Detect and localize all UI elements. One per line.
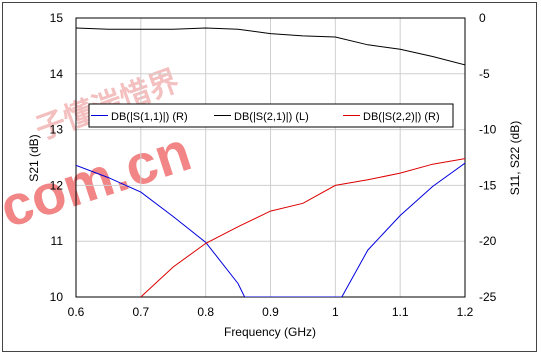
x-tick-label: 0.8 [197,305,214,319]
legend: DB(|S(1,1)|) (R) DB(|S(2,1)|) (L) DB(|S(2,… [88,103,454,128]
right-axis-title: S11, S22 (dB) [508,121,522,195]
x-tick-label: 0.7 [132,305,149,319]
right-tick-label: 0 [479,11,486,25]
legend-label-1: DB(|S(1,1)|) (R) [111,111,188,123]
right-tick-label: -5 [479,67,490,81]
left-tick-label: 10 [50,290,64,304]
right-tick-label: -10 [479,123,497,137]
left-axis-title: S21 (dB) [27,134,41,181]
x-tick-label: 1.1 [392,305,409,319]
left-tick-label: 14 [50,67,64,81]
x-tick-label: 0.6 [68,305,85,319]
legend-box [88,103,454,128]
x-tick-label: 0.9 [262,305,279,319]
right-tick-label: -25 [479,290,497,304]
legend-label-2: DB(|S(2,1)|) (L) [234,111,309,123]
series-line-3 [140,158,465,297]
chart-frame [2,2,537,352]
series-line-2 [76,27,465,66]
x-axis-title: Frequency (GHz) [224,325,316,339]
left-tick-label: 15 [50,11,64,25]
x-tick-label: 1 [332,305,339,319]
gridlines [76,18,465,297]
x-tick-label: 1.2 [457,305,474,319]
series-layer [76,27,465,297]
right-tick-label: -15 [479,178,497,192]
legend-label-3: DB(|S(2,2)|) (R) [363,111,440,123]
left-tick-label: 12 [50,178,64,192]
tick-labels: 0.6 0.7 0.8 0.9 1 1.1 1.2 10 11 12 13 14 15 -25 -20 -15… [50,11,497,319]
left-tick-label: 13 [50,123,64,137]
left-tick-label: 11 [51,234,64,248]
right-tick-label: -20 [479,234,497,248]
series-line-1 [76,162,465,297]
